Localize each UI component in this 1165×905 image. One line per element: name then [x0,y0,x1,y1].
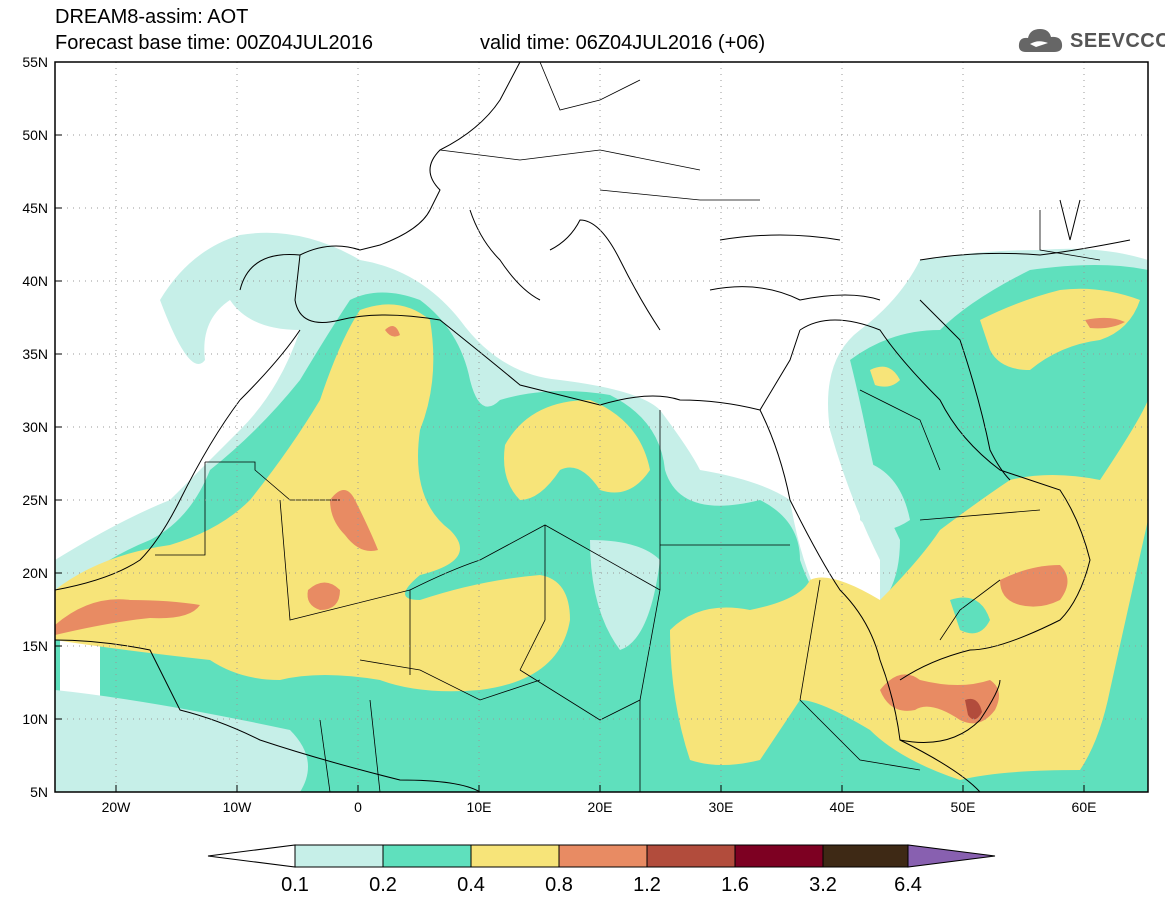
lat-label: 30N [22,419,48,435]
lon-label: 0 [354,799,362,815]
lat-label: 40N [22,273,48,289]
lon-label: 20W [102,799,132,815]
aot-contours [55,232,1148,792]
logo-text: SEEVCCC [1070,30,1165,52]
colorbar-label: 3.2 [809,874,837,896]
lon-label: 30E [709,799,734,815]
lat-label: 5N [30,784,48,800]
colorbar-low-arrow [207,844,296,868]
colorbar-label: 0.4 [457,874,485,896]
lon-label: 40E [830,799,855,815]
colorbar-label: 1.2 [633,874,661,896]
lon-label: 10W [223,799,253,815]
aot-level-0.8 [55,599,200,635]
colorbar [207,844,996,868]
lon-label: 10E [467,799,492,815]
colorbar-segment [734,844,824,868]
colorbar-label: 1.6 [721,874,749,896]
colorbar-label: 6.4 [894,874,922,896]
gridlines [55,62,1148,792]
valid-time: valid time: 06Z04JUL2016 (+06) [480,32,766,54]
colorbar-label: 0.8 [545,874,573,896]
lat-label: 15N [22,638,48,654]
lat-label: 20N [22,565,48,581]
lon-label: 60E [1072,799,1097,815]
colorbar-segment [558,844,648,868]
colorbar-high-arrow [907,844,996,868]
borders [155,62,1101,792]
longitude-labels: 20W 10W 0 10E 20E 30E 40E 50E 60E [102,799,1097,815]
seevccc-logo: SEEVCCC [1018,24,1165,58]
aot-level-0.4 [55,304,570,692]
lat-label: 35N [22,346,48,362]
colorbar-label: 0.1 [281,874,309,896]
lon-label: 20E [588,799,613,815]
colorbar-segment [822,844,909,868]
colorbar-label: 0.2 [369,874,397,896]
colorbar-segment [382,844,472,868]
forecast-base-time: Forecast base time: 00Z04JUL2016 [55,32,373,54]
colorbar-segment [646,844,736,868]
colorbar-labels: 0.1 0.2 0.4 0.8 1.2 1.6 3.2 6.4 [281,874,922,896]
lat-label: 50N [22,127,48,143]
colorbar-segment [470,844,560,868]
lat-label: 45N [22,200,48,216]
lat-label: 10N [22,711,48,727]
latitude-labels: 55N 50N 45N 40N 35N 30N 25N 20N 15N 10N … [22,54,48,800]
lat-label: 25N [22,492,48,508]
coastlines [55,62,1131,792]
map-title: DREAM8-assim: AOT [55,6,249,28]
lat-label: 55N [22,54,48,70]
colorbar-segment [294,844,384,868]
axis-ticks [55,61,1085,792]
cloud-icon [1018,29,1063,52]
lon-label: 50E [951,799,976,815]
